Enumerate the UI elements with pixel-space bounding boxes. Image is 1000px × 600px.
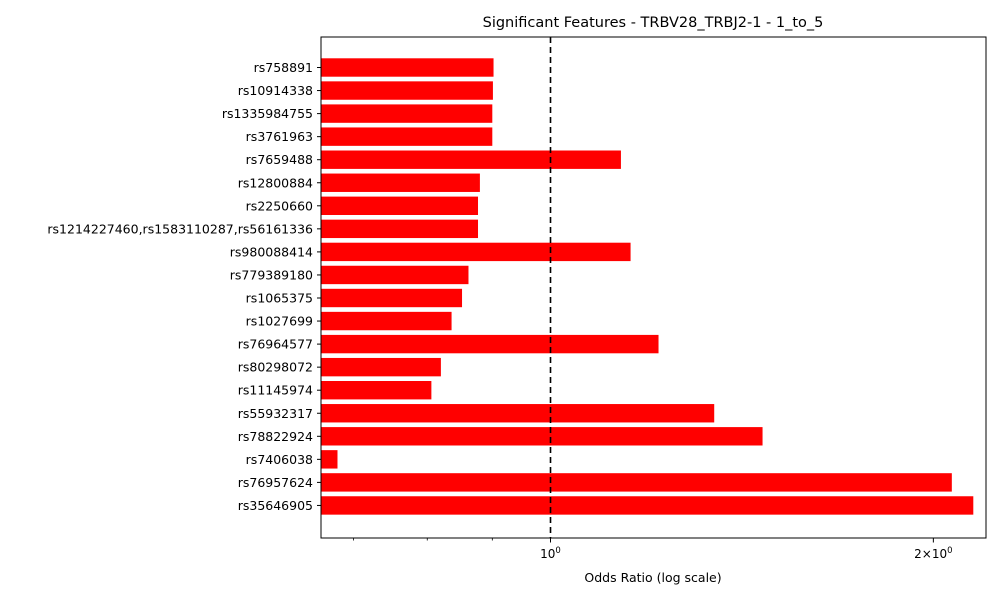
x-tick-label-exponent: 0 [947,546,952,556]
bar [321,265,469,285]
y-ticks [317,67,321,506]
bars-group [321,58,974,515]
y-tick-labels: rs758891 rs10914338 rs1335984755 rs3761963 r… [47,60,313,513]
bar [321,219,479,239]
bar [321,381,432,400]
y-tick-label: rs76957624 [238,475,313,490]
bar [321,473,952,492]
y-tick-label: rs35646905 [238,498,313,513]
bar [321,404,715,423]
axes-frame [320,36,987,539]
x-tick-label: 2×100 [914,546,952,561]
bar [321,334,659,354]
x-ticks: 100 2×100 [353,538,953,561]
y-tick-label: rs980088414 [230,244,313,259]
y-tick-label: rs1214227460,rs1583110287,rs56161336 [47,221,313,236]
bar [321,311,452,331]
y-tick-label: rs55932317 [238,406,313,421]
bar [321,173,480,192]
y-tick-label: rs10914338 [238,83,313,98]
bar [321,127,493,146]
bar [321,104,493,123]
bar [321,81,493,100]
x-tick-label-base: 2×10 [914,547,947,561]
y-tick-label: rs11145974 [238,383,313,398]
x-axis-label: Odds Ratio (log scale) [584,570,721,585]
bar [321,357,441,377]
y-tick-label: rs1065375 [246,291,313,306]
y-tick-label: rs1335984755 [222,106,313,121]
bar [321,450,338,469]
y-tick-label: rs3761963 [246,129,313,144]
y-tick-label: rs7406038 [246,452,313,467]
chart-title: Significant Features - TRBV28_TRBJ2-1 - … [483,15,824,31]
y-tick-label: rs779389180 [230,267,313,282]
y-tick-label: rs76964577 [238,337,313,352]
y-tick-label: rs80298072 [238,360,313,375]
y-tick-label: rs78822924 [238,429,313,444]
x-tick-label-base: 10 [540,547,555,561]
bar [321,150,621,169]
bar [321,196,479,215]
bar [321,496,974,515]
y-tick-label: rs12800884 [238,175,313,190]
bar [321,288,463,308]
bar [321,58,494,77]
bar [321,242,631,262]
y-tick-label: rs7659488 [246,152,313,167]
y-tick-label: rs1027699 [246,314,313,329]
x-tick-label: 100 [540,546,561,561]
bar [321,427,763,446]
y-tick-label: rs2250660 [246,198,313,213]
x-tick-label-exponent: 0 [555,546,560,556]
y-tick-label: rs758891 [254,60,313,75]
